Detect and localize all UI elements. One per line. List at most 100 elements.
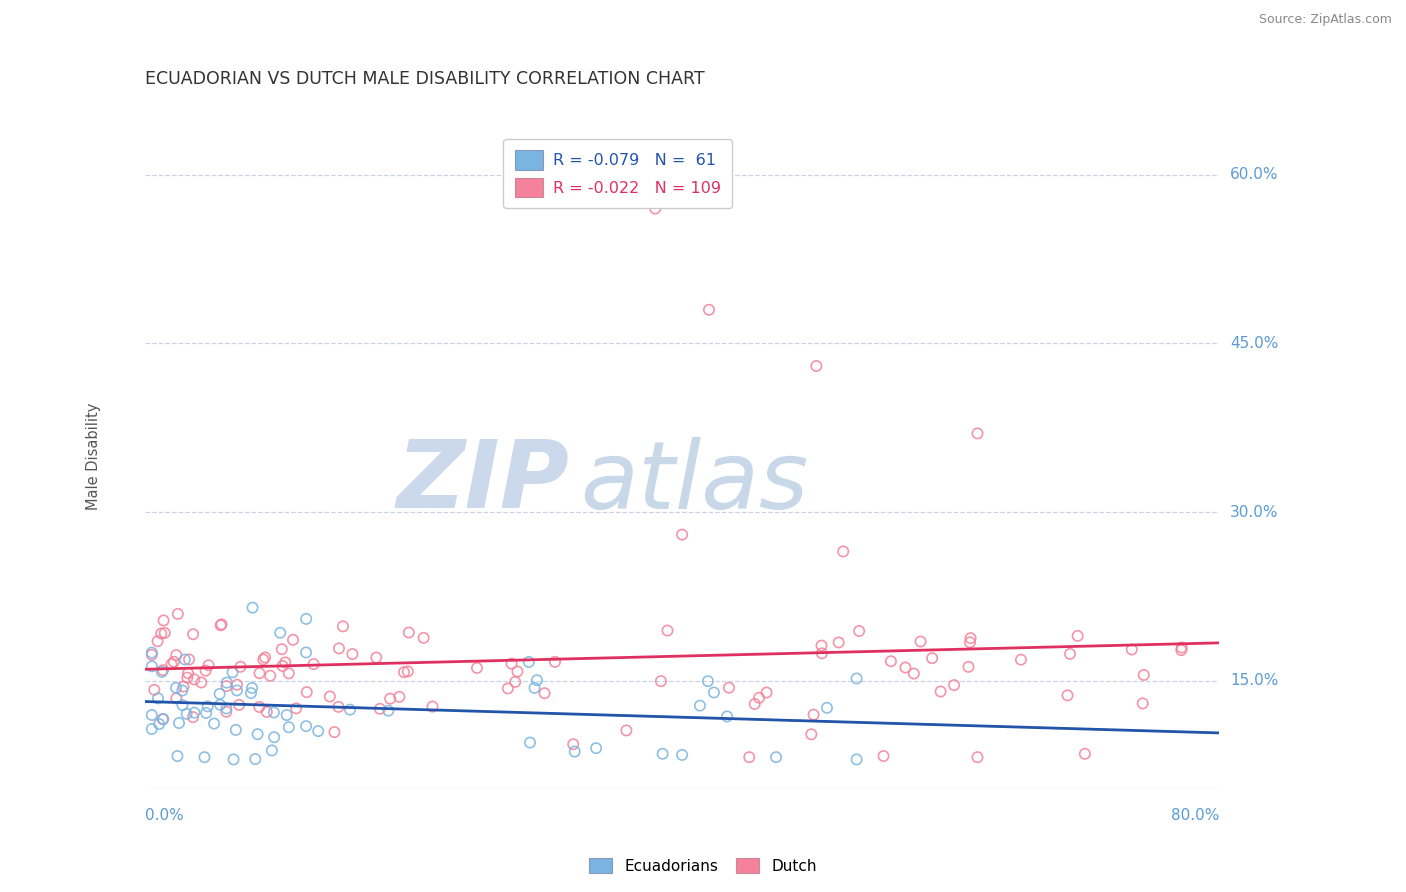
Point xyxy=(957,660,980,674)
Point xyxy=(152,614,174,628)
Point xyxy=(167,716,190,731)
Point xyxy=(153,626,176,640)
Point xyxy=(295,612,318,626)
Point xyxy=(323,725,346,739)
Point xyxy=(396,665,419,679)
Point xyxy=(183,673,205,687)
Point xyxy=(806,359,828,373)
Point xyxy=(229,660,252,674)
Point xyxy=(295,685,318,699)
Point xyxy=(302,657,325,671)
Point xyxy=(215,705,238,719)
Point xyxy=(240,681,263,695)
Point xyxy=(657,624,679,638)
Point xyxy=(755,685,778,699)
Point xyxy=(165,691,187,706)
Point xyxy=(377,704,399,718)
Point xyxy=(1059,647,1081,661)
Point xyxy=(177,652,200,666)
Point xyxy=(181,627,204,641)
Legend: Ecuadorians, Dutch: Ecuadorians, Dutch xyxy=(583,852,823,880)
Point xyxy=(523,681,546,695)
Point xyxy=(276,708,298,723)
Point xyxy=(827,635,849,649)
Point xyxy=(845,672,868,686)
Point xyxy=(378,691,401,706)
Point xyxy=(215,675,238,690)
Point xyxy=(880,654,903,668)
Point xyxy=(222,752,245,766)
Point xyxy=(717,681,740,695)
Point xyxy=(332,619,354,633)
Point xyxy=(263,730,285,744)
Point xyxy=(503,674,526,689)
Point xyxy=(689,698,711,713)
Point xyxy=(295,719,318,733)
Point xyxy=(671,747,693,762)
Point xyxy=(263,706,285,720)
Point xyxy=(247,700,270,714)
Text: 15.0%: 15.0% xyxy=(1230,673,1278,689)
Text: atlas: atlas xyxy=(581,437,808,528)
Point xyxy=(533,686,555,700)
Point xyxy=(872,749,894,764)
Point xyxy=(225,723,247,737)
Point xyxy=(716,709,738,723)
Point xyxy=(226,678,249,692)
Point xyxy=(190,675,212,690)
Point xyxy=(959,635,981,649)
Point xyxy=(1132,697,1154,711)
Point xyxy=(616,723,638,738)
Point xyxy=(903,666,925,681)
Point xyxy=(832,544,855,558)
Point xyxy=(803,707,825,722)
Point xyxy=(966,426,988,441)
Point xyxy=(208,687,231,701)
Point xyxy=(398,625,420,640)
Point xyxy=(202,716,225,731)
Point xyxy=(150,665,173,679)
Point xyxy=(141,708,163,723)
Point xyxy=(697,674,720,689)
Point xyxy=(259,669,281,683)
Text: Source: ZipAtlas.com: Source: ZipAtlas.com xyxy=(1258,13,1392,27)
Point xyxy=(176,706,198,721)
Point xyxy=(1170,640,1192,655)
Point xyxy=(845,752,868,766)
Point xyxy=(339,703,361,717)
Point xyxy=(240,686,263,700)
Point xyxy=(295,645,318,659)
Point xyxy=(366,650,388,665)
Point xyxy=(165,648,187,662)
Point xyxy=(150,626,173,640)
Point xyxy=(810,639,832,653)
Point xyxy=(585,741,607,756)
Point xyxy=(1074,747,1097,761)
Point xyxy=(1056,689,1078,703)
Point xyxy=(209,698,232,712)
Point xyxy=(271,659,294,673)
Point xyxy=(501,657,523,671)
Point xyxy=(738,750,761,764)
Point xyxy=(176,671,198,685)
Point xyxy=(650,674,672,689)
Point xyxy=(141,659,163,673)
Point xyxy=(152,663,174,677)
Point xyxy=(564,745,586,759)
Point xyxy=(195,706,218,720)
Point xyxy=(1010,653,1032,667)
Point xyxy=(166,749,188,764)
Point xyxy=(167,607,190,621)
Point xyxy=(173,680,195,694)
Point xyxy=(249,666,271,681)
Point xyxy=(277,720,299,734)
Point xyxy=(148,717,170,731)
Point xyxy=(465,661,488,675)
Point xyxy=(1132,668,1154,682)
Point xyxy=(697,302,720,317)
Point xyxy=(146,634,169,648)
Point xyxy=(221,665,243,680)
Point xyxy=(242,600,264,615)
Point xyxy=(143,682,166,697)
Point xyxy=(388,690,411,704)
